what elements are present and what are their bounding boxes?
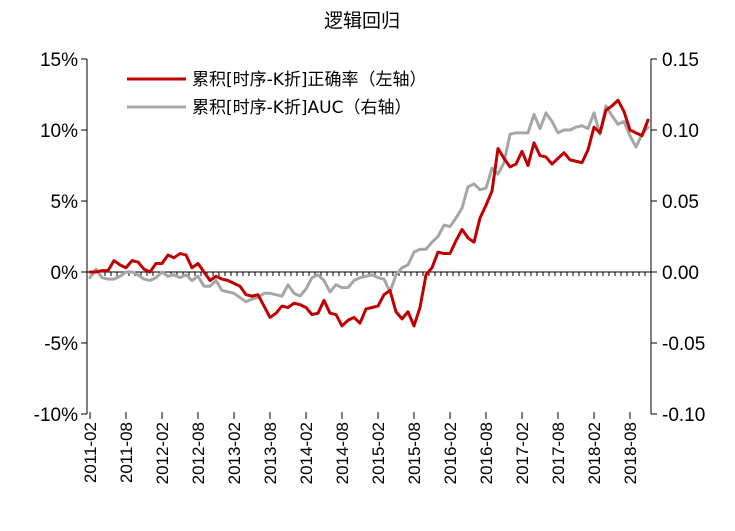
legend-label-series-1: 累积[时序-K折]正确率（左轴） <box>192 70 427 90</box>
x-axis-tick-label: 2016-08 <box>477 422 496 484</box>
series-layer <box>88 98 650 328</box>
legend-label-series-2: 累积[时序-K折]AUC（右轴） <box>192 98 412 118</box>
right-axis-tick-label: -0.10 <box>662 405 705 426</box>
x-axis-tick-label: 2012-02 <box>153 422 172 484</box>
x-axis-tick-label: 2012-08 <box>189 422 208 484</box>
series-line-1 <box>88 98 650 328</box>
left-axis-tick-label: 15% <box>40 50 78 71</box>
x-axis-tick-label: 2018-02 <box>585 422 604 484</box>
x-axis-tick-label: 2017-02 <box>513 422 532 484</box>
x-axis-tick-label: 2016-02 <box>441 422 460 484</box>
x-axis-tick-label: 2017-08 <box>549 422 568 484</box>
x-axis-tick-label: 2013-08 <box>261 422 280 484</box>
x-axis-tick-label: 2015-08 <box>405 422 424 484</box>
right-axis-tick-label: 0.00 <box>662 263 699 284</box>
x-axis-tick-label: 2011-08 <box>117 422 136 483</box>
right-axis-tick-label: 0.05 <box>662 192 699 213</box>
left-axis-tick-label: 5% <box>51 192 79 213</box>
right-axis-tick-label: 0.15 <box>662 50 699 71</box>
axes: 15% 10% 5% 0% -5% -10% 0.15 0.10 0.05 0.00 -0.05 -0… <box>34 50 706 484</box>
right-axis-tick-label: -0.05 <box>662 334 705 355</box>
legend: 累积[时序-K折]正确率（左轴） 累积[时序-K折]AUC（右轴） <box>127 70 427 118</box>
left-axis-tick-label: -5% <box>44 334 78 355</box>
chart-title: 逻辑回归 <box>324 10 400 32</box>
right-axis-tick-label: 0.10 <box>662 121 699 142</box>
left-axis-tick-label: 10% <box>40 121 78 142</box>
x-axis-tick-label: 2014-08 <box>333 422 352 484</box>
left-axis-tick-label: 0% <box>51 263 79 284</box>
x-axis-tick-label: 2018-08 <box>621 422 640 484</box>
x-axis-tick-label: 2011-02 <box>81 422 100 483</box>
x-axis-tick-label: 2014-02 <box>297 422 316 484</box>
series-line-2 <box>88 104 650 304</box>
left-axis-tick-label: -10% <box>34 405 78 426</box>
x-axis-tick-label: 2015-02 <box>369 422 388 484</box>
x-axis-tick-label: 2013-02 <box>225 422 244 484</box>
